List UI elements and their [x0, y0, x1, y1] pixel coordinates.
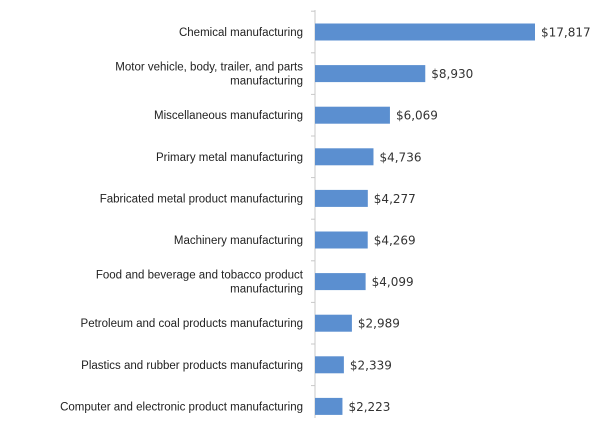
bar	[315, 273, 366, 291]
category-label: Motor vehicle, body, trailer, and parts m…	[115, 62, 303, 88]
bar	[315, 231, 368, 249]
bar	[315, 23, 535, 41]
bar-value-label: $17,817	[541, 26, 591, 40]
bar-value-label: $4,736	[379, 150, 421, 164]
category-label-line: manufacturing	[230, 76, 303, 88]
bar-value-label: $4,099	[372, 275, 414, 289]
bar-value-label: $2,223	[348, 400, 390, 414]
category-label: Fabricated metal product manufacturing	[100, 193, 303, 205]
category-label: Computer and electronic product manufact…	[60, 401, 303, 413]
category-label-line: Motor vehicle, body, trailer, and parts	[115, 62, 303, 74]
category-label: Chemical manufacturing	[179, 27, 303, 39]
bar	[315, 397, 343, 415]
category-label-line: Computer and electronic product manufact…	[60, 401, 303, 413]
bar	[315, 314, 352, 332]
category-label-line: Machinery manufacturing	[174, 235, 303, 247]
category-label-line: Primary metal manufacturing	[156, 152, 303, 164]
bar-value-label: $4,269	[374, 234, 416, 248]
bar-value-label: $2,339	[350, 358, 392, 372]
bar	[315, 356, 344, 374]
bar-value-label: $8,930	[431, 67, 473, 81]
category-label-line: Petroleum and coal products manufacturin…	[81, 318, 303, 330]
bar	[315, 65, 426, 83]
bar-value-label: $6,069	[396, 109, 438, 123]
category-label-line: Chemical manufacturing	[179, 27, 303, 39]
bar	[315, 148, 374, 166]
category-label-line: Food and beverage and tobacco product	[96, 270, 304, 282]
category-label-line: Fabricated metal product manufacturing	[100, 193, 303, 205]
category-label: Petroleum and coal products manufacturin…	[81, 318, 303, 330]
category-label: Miscellaneous manufacturing	[154, 110, 303, 122]
category-label: Plastics and rubber products manufacturi…	[81, 360, 303, 372]
bar	[315, 106, 390, 124]
category-label-line: Miscellaneous manufacturing	[154, 110, 303, 122]
bar-value-label: $2,989	[358, 317, 400, 331]
bar	[315, 189, 368, 207]
bar-value-label: $4,277	[374, 192, 416, 206]
category-label-line: Plastics and rubber products manufacturi…	[81, 360, 303, 372]
category-label: Machinery manufacturing	[174, 235, 303, 247]
category-label: Primary metal manufacturing	[156, 152, 303, 164]
category-label-line: manufacturing	[230, 284, 303, 296]
category-label: Food and beverage and tobacco product man…	[96, 270, 304, 296]
